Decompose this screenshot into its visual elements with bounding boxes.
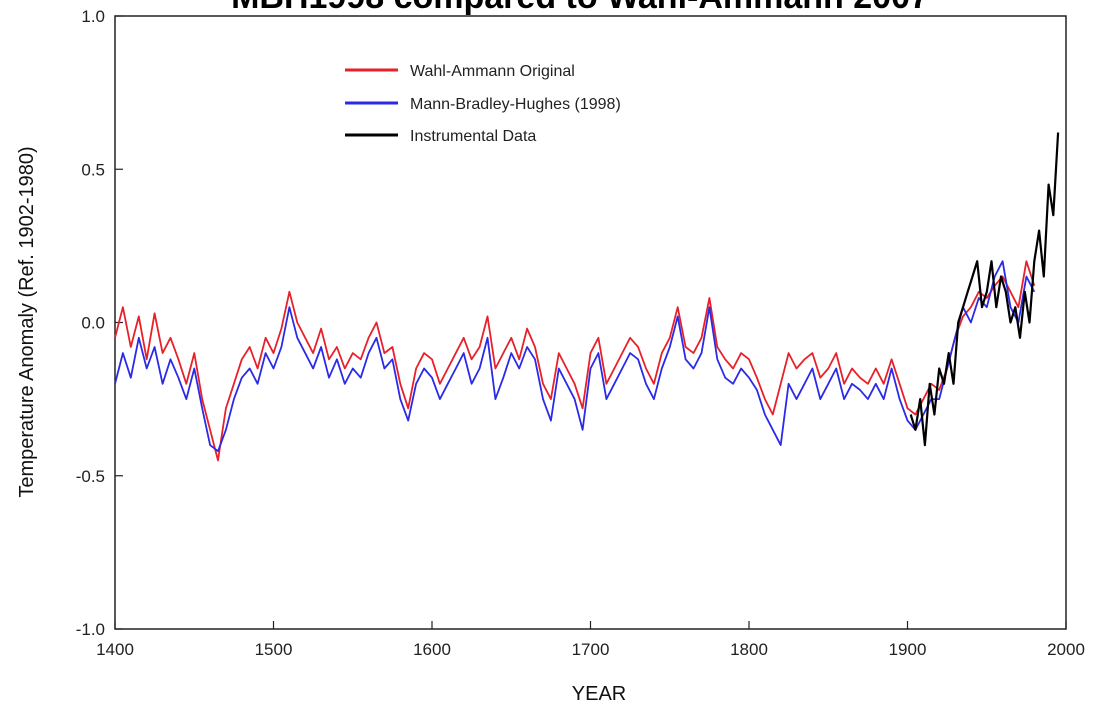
x-tick-label: 1400 [96,640,134,659]
y-tick-label: 0.0 [81,314,105,333]
series-line-mbh [114,260,1036,453]
y-tick-label: -1.0 [76,620,105,639]
y-tick-label: 0.5 [81,160,105,179]
x-tick-label: 1800 [730,640,768,659]
legend-label-instrumental: Instrumental Data [410,128,536,145]
series-line-instrumental [909,132,1060,447]
y-tick-label: 1.0 [81,7,105,26]
x-tick-label: 1900 [889,640,927,659]
x-axis-label: YEAR [572,683,626,705]
legend: Wahl-Ammann Original Mann-Bradley-Hughes… [345,63,621,145]
x-axis: 1400 1500 1600 1700 1800 1900 2000 [96,621,1085,659]
legend-label-mbh: Mann-Bradley-Hughes (1998) [410,96,621,113]
chart-title: MBH1998 compared to Wahl-Ammann 2007 [231,0,929,16]
series-line-wahl-ammann [114,260,1036,462]
x-tick-label: 2000 [1047,640,1085,659]
x-tick-label: 1700 [572,640,610,659]
x-tick-label: 1500 [255,640,293,659]
y-axis-label: Temperature Anomaly (Ref. 1902-1980) [16,146,38,497]
series-layer [114,132,1060,462]
x-tick-label: 1600 [413,640,451,659]
y-tick-label: -0.5 [76,467,105,486]
y-axis: -1.0 -0.5 0.0 0.5 1.0 [76,7,123,639]
legend-label-wahl-ammann: Wahl-Ammann Original [410,63,575,80]
